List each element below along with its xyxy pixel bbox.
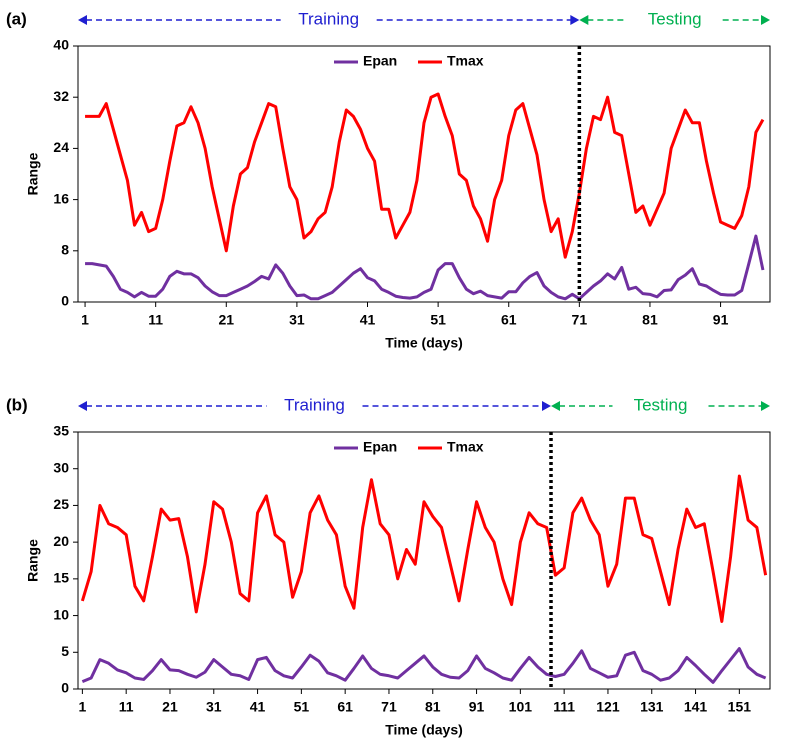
x-tick-label: 31	[289, 312, 305, 328]
x-tick-label: 51	[294, 699, 310, 715]
x-tick-label: 141	[684, 699, 708, 715]
arrow-head	[78, 401, 87, 411]
annotation: Testing	[634, 395, 688, 414]
series-line	[80, 474, 768, 623]
arrow-head	[570, 15, 580, 25]
y-tick-label: 25	[53, 496, 69, 512]
y-tick-label: 35	[53, 423, 69, 439]
arrow-head	[761, 401, 770, 411]
x-tick-label: 71	[381, 699, 397, 715]
x-tick-label: 61	[501, 312, 517, 328]
x-axis-label: Time (days)	[385, 722, 463, 738]
y-tick-label: 20	[53, 533, 69, 549]
y-tick-label: 15	[53, 570, 69, 586]
plot-frame	[77, 45, 771, 303]
y-tick-label: 32	[53, 88, 69, 104]
x-tick-label: 131	[640, 699, 664, 715]
x-tick-label: 1	[81, 312, 89, 328]
x-tick-label: 1	[78, 699, 86, 715]
legend-label: Tmax	[447, 53, 484, 69]
plot-frame	[77, 431, 771, 690]
x-tick-label: 21	[162, 699, 178, 715]
panel-label: (a)	[6, 9, 27, 28]
legend-label: Tmax	[447, 439, 484, 455]
arrow-head	[551, 401, 561, 411]
y-tick-label: 16	[53, 190, 69, 206]
legend-label: Epan	[363, 439, 397, 455]
x-tick-label: 101	[509, 699, 533, 715]
x-tick-label: 81	[642, 312, 658, 328]
x-tick-label: 61	[337, 699, 353, 715]
arrow-head	[78, 15, 87, 25]
annotation: Training	[298, 9, 359, 28]
series-line	[85, 92, 765, 259]
x-tick-label: 51	[430, 312, 446, 328]
panel-label: (b)	[6, 395, 28, 414]
y-tick-label: 8	[61, 242, 69, 258]
x-tick-label: 91	[713, 312, 729, 328]
x-tick-label: 11	[148, 312, 163, 328]
y-tick-label: 5	[61, 643, 69, 659]
x-axis-label: Time (days)	[385, 335, 463, 351]
arrow-head	[761, 15, 770, 25]
x-tick-label: 91	[469, 699, 485, 715]
y-tick-label: 0	[61, 680, 69, 696]
x-tick-label: 111	[553, 699, 575, 715]
annotation: Testing	[648, 9, 702, 28]
arrow-head	[579, 15, 589, 25]
y-axis-label: Range	[25, 539, 41, 582]
x-tick-label: 31	[206, 699, 222, 715]
arrow-head	[542, 401, 552, 411]
x-tick-label: 41	[360, 312, 376, 328]
x-tick-label: 71	[572, 312, 588, 328]
x-tick-label: 81	[425, 699, 441, 715]
series-line	[81, 647, 767, 684]
y-axis-label: Range	[25, 152, 41, 195]
y-tick-label: 40	[53, 37, 69, 53]
y-tick-label: 0	[61, 293, 69, 309]
y-tick-label: 30	[53, 459, 69, 475]
x-tick-label: 121	[596, 699, 620, 715]
legend-label: Epan	[363, 53, 397, 69]
x-tick-label: 41	[250, 699, 266, 715]
series-line	[85, 234, 765, 301]
x-tick-label: 21	[218, 312, 234, 328]
x-tick-label: 151	[728, 699, 752, 715]
y-tick-label: 10	[53, 606, 69, 622]
annotation: Training	[284, 395, 345, 414]
x-tick-label: 11	[119, 699, 134, 715]
y-tick-label: 24	[53, 139, 69, 155]
